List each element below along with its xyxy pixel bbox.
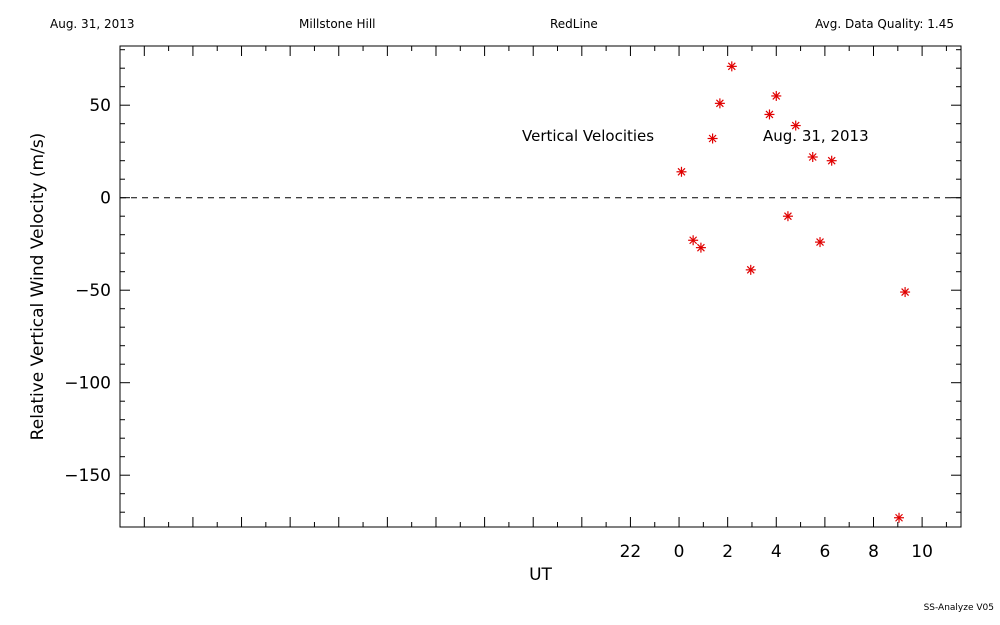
x-tick-label: 22 bbox=[620, 542, 642, 562]
data-point-stroke bbox=[784, 212, 792, 221]
data-point-stroke bbox=[765, 110, 774, 119]
y-tick-label: 50 bbox=[89, 96, 111, 116]
data-point bbox=[764, 109, 775, 120]
data-points bbox=[676, 61, 911, 523]
header-station: Millstone Hill bbox=[299, 17, 376, 31]
data-point-stroke bbox=[895, 513, 903, 522]
data-point-stroke bbox=[816, 238, 824, 247]
x-tick-label: 4 bbox=[771, 542, 782, 562]
data-point bbox=[815, 237, 826, 248]
data-point bbox=[807, 152, 818, 162]
header-quality: Avg. Data Quality: 1.45 bbox=[815, 17, 954, 31]
data-point bbox=[826, 155, 837, 166]
x-axis-label: UT bbox=[529, 565, 552, 585]
annotation-title: Vertical Velocities bbox=[522, 127, 654, 145]
data-point-stroke bbox=[715, 99, 724, 108]
x-tick-label: 10 bbox=[911, 542, 933, 562]
data-point-stroke bbox=[696, 243, 705, 252]
footer-version: SS-Analyze V05 bbox=[923, 603, 994, 613]
data-point-stroke bbox=[727, 62, 736, 71]
x-tick-label: 6 bbox=[819, 542, 830, 562]
data-point bbox=[771, 90, 782, 101]
annotation-date: Aug. 31, 2013 bbox=[763, 127, 869, 145]
data-point bbox=[745, 264, 756, 275]
x-tick-label: 8 bbox=[868, 542, 879, 562]
data-point-stroke bbox=[901, 288, 910, 296]
y-tick-label: −100 bbox=[64, 374, 111, 394]
data-point bbox=[714, 98, 725, 109]
x-tick-label: 0 bbox=[674, 542, 685, 562]
data-point-stroke bbox=[808, 153, 817, 161]
data-point-stroke bbox=[677, 167, 686, 176]
axes bbox=[119, 45, 962, 528]
data-point-stroke bbox=[689, 236, 698, 245]
data-point bbox=[688, 235, 699, 246]
x-tick-label: 2 bbox=[722, 542, 733, 562]
header-date: Aug. 31, 2013 bbox=[50, 17, 135, 31]
y-tick-label: 0 bbox=[100, 189, 111, 209]
data-point bbox=[900, 287, 911, 298]
data-point-stroke bbox=[827, 156, 836, 165]
data-point bbox=[695, 242, 706, 253]
header-filter: RedLine bbox=[550, 17, 598, 31]
data-point-stroke bbox=[746, 265, 755, 274]
data-point-stroke bbox=[791, 121, 800, 130]
y-axis-label: Relative Vertical Wind Velocity (m/s) bbox=[28, 133, 48, 441]
data-point bbox=[790, 120, 801, 131]
data-point bbox=[707, 133, 718, 144]
y-tick-label: −50 bbox=[75, 281, 111, 301]
chart-text: 22 0 2 4 6 8 10 50 0 −50 −100 −150 UT Relative Vertic… bbox=[28, 96, 933, 585]
data-point bbox=[676, 166, 687, 177]
data-point bbox=[782, 211, 793, 222]
plot-frame bbox=[119, 45, 962, 528]
data-point bbox=[894, 512, 905, 523]
y-tick-label: −150 bbox=[64, 466, 111, 486]
data-point-stroke bbox=[772, 92, 781, 100]
data-point bbox=[726, 61, 737, 72]
data-point-stroke bbox=[708, 134, 717, 143]
